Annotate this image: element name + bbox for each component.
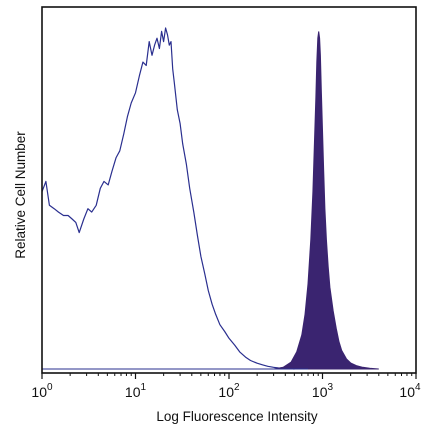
series-layer (41, 27, 379, 370)
y-axis-label: Relative Cell Number (13, 131, 28, 259)
x-tick-label: 100 (31, 382, 53, 400)
x-axis-ticks: 100 101 102 103 104 (31, 373, 421, 400)
x-tick-label: 103 (312, 382, 334, 400)
x-axis-label: Log Fluorescence Intensity (156, 409, 318, 424)
plot-frame (41, 6, 417, 374)
x-tick-label: 101 (125, 382, 147, 400)
x-tick-label: 102 (218, 382, 240, 400)
x-tick-label: 104 (399, 382, 421, 400)
filled-histogram-series (273, 31, 379, 370)
outline-histogram-series (41, 27, 295, 370)
